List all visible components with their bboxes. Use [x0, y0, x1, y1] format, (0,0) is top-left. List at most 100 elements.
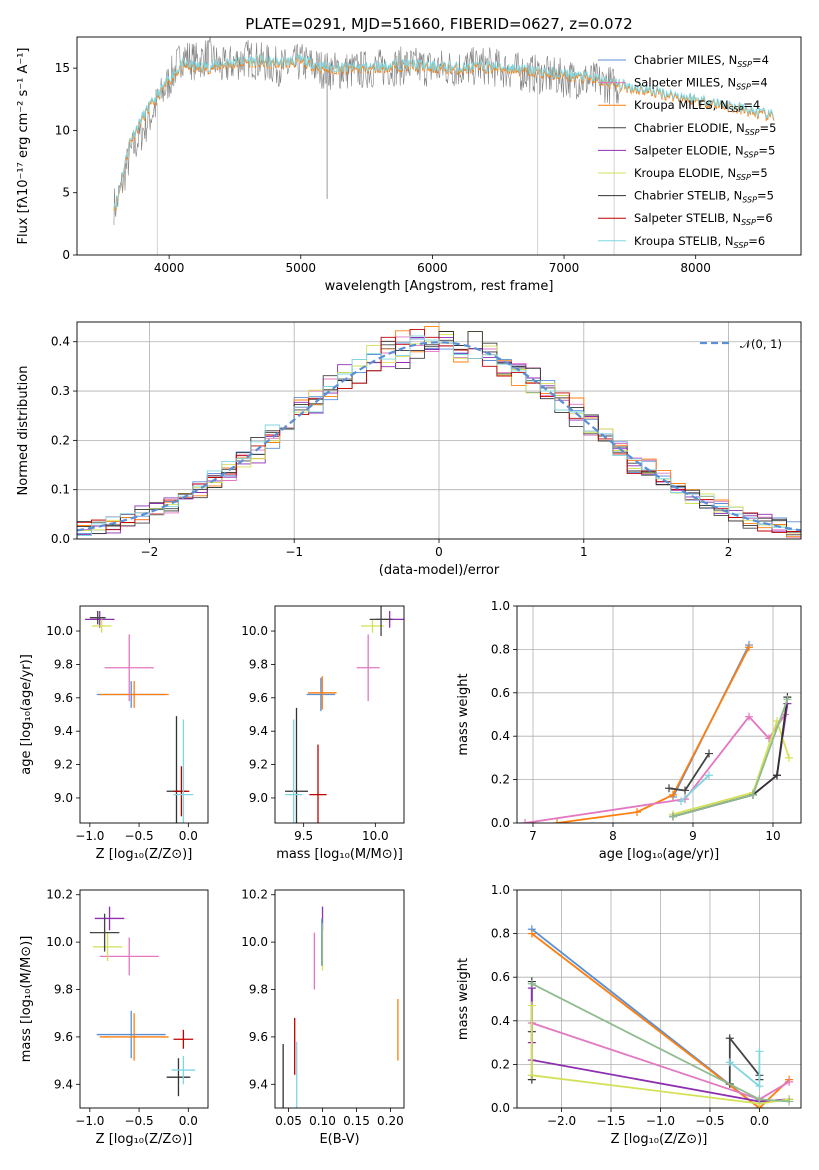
x-tick-label: 0.20 [377, 1114, 404, 1128]
y-tick-label: 9.4 [54, 724, 73, 738]
plot-area [517, 890, 801, 1108]
axes-frame [76, 36, 802, 256]
weight-marker [725, 1034, 734, 1043]
x-axis-label: Z [log₁₀(Z/Z⊙)] [611, 1132, 708, 1147]
y-tick-label: 9.6 [54, 1030, 73, 1044]
y-axis-label: mass [log₁₀(M/M⊙)] [19, 936, 34, 1063]
axes-frame [79, 605, 209, 824]
y-tick-label: 10.0 [241, 935, 268, 949]
axes-frame [274, 605, 405, 824]
weight-marker [669, 812, 677, 821]
x-tick-label: 0.0 [750, 1114, 769, 1128]
y-tick-label: 15 [55, 61, 70, 75]
x-tick-label: 0.15 [343, 1114, 370, 1128]
panel-mass-weight-vs-age: 7 8 9 10 0.0 0.2 0.4 0.6 0.8 1.0 age [log₁₀(age/yr… [456, 599, 802, 862]
weight-marker [725, 1058, 734, 1067]
legend: 𝒩(0, 1) [700, 337, 782, 351]
weight-marker [749, 790, 757, 799]
y-tick-label: 10.2 [241, 888, 268, 902]
y-tick-label: 0.8 [491, 642, 510, 656]
axes-frame [76, 321, 802, 540]
weight-marker [785, 1097, 794, 1106]
errorbar-point [99, 1013, 169, 1061]
weight-series-line [672, 718, 790, 816]
weight-series-line [668, 753, 710, 792]
x-tick-label: 10 [765, 829, 780, 843]
weight-series-line [728, 1035, 761, 1084]
x-axis-label: age [log₁₀(age/yr)] [599, 847, 720, 862]
y-tick-label: 9.2 [249, 758, 268, 772]
panel-mass-weight-vs-Z: −2.0 −1.5 −1.0 −0.5 0.0 0.0 0.2 0.4 0.6 0.8 1.0 Z [… [456, 883, 802, 1147]
errorbar-point [171, 1055, 196, 1085]
y-tick-label: 9.4 [249, 1077, 268, 1091]
errorbar-point [96, 1010, 166, 1059]
x-tick-label: 0.0 [179, 1114, 198, 1128]
x-axis-label: E(B-V) [319, 1132, 359, 1147]
x-tick-label: 7000 [549, 261, 580, 275]
y-tick-label: 9.6 [249, 691, 268, 705]
observed-spectrum-line [113, 37, 620, 226]
weight-marker [705, 771, 713, 780]
x-tick-label: 9.5 [294, 829, 313, 843]
y-tick-label: 0.0 [491, 1101, 510, 1115]
weight-series-line [680, 774, 710, 802]
errorbar-point [285, 707, 308, 823]
axes-frame [79, 889, 209, 1109]
panel-mass-vs-Z: −1.0 −0.5 0.0 9.4 9.6 9.8 10.0 10.2 Z [log₁₀(Z/Z… [19, 888, 209, 1147]
x-tick-label: −2 [141, 545, 159, 559]
legend-label: Salpeter ELODIE, NSSP=5 [634, 143, 775, 159]
x-tick-label: 4000 [154, 261, 185, 275]
y-tick-label: 10.0 [241, 624, 268, 638]
y-tick-label: 1.0 [491, 599, 510, 613]
x-tick-label: 1 [580, 545, 588, 559]
legend-label: Kroupa ELODIE, NSSP=5 [634, 166, 768, 182]
weight-marker [681, 786, 689, 795]
legend-label: Chabrier STELIB, NSSP=5 [634, 189, 774, 205]
axes-frame [516, 889, 802, 1109]
y-tick-label: 0.3 [51, 384, 70, 398]
legend-label: Salpeter MILES, NSSP=4 [634, 76, 768, 92]
x-axis-label: mass [log₁₀(M/M⊙)] [276, 847, 403, 862]
x-tick-label: 5000 [286, 261, 317, 275]
y-tick-label: 0.4 [51, 335, 70, 349]
x-tick-label: −1 [285, 545, 303, 559]
plot-area [285, 606, 404, 823]
x-tick-label: 8000 [680, 261, 711, 275]
y-tick-label: 9.6 [54, 691, 73, 705]
weight-marker [783, 695, 792, 704]
y-tick-label: 0 [62, 248, 70, 262]
weight-marker [785, 1077, 794, 1086]
plot-area [113, 37, 775, 255]
legend-label: 𝒩(0, 1) [740, 337, 782, 351]
y-tick-label: 0.1 [51, 483, 70, 497]
errorbar-point [166, 1058, 191, 1097]
plot-area [517, 606, 801, 823]
y-tick-label: 0.4 [491, 1014, 510, 1028]
panel-spectrum: 4000 5000 6000 7000 8000 0 5 10 15 wavelength [An… [16, 15, 802, 294]
weight-marker [773, 771, 781, 780]
y-tick-label: 1.0 [491, 883, 510, 897]
x-tick-label: −1.0 [75, 1114, 104, 1128]
y-tick-label: 10.2 [46, 888, 73, 902]
errorbar-point [369, 606, 393, 637]
y-tick-label: 9.8 [54, 983, 73, 997]
weight-series-line [531, 932, 790, 1108]
x-tick-label: 0.0 [179, 829, 198, 843]
weight-marker [521, 819, 529, 823]
weight-marker [527, 1071, 536, 1080]
y-axis-label: age [log₁₀(age/yr)] [19, 654, 34, 775]
errorbar-point [92, 932, 123, 962]
errorbar-point [91, 619, 112, 633]
y-axis-label: Flux [fλ10⁻¹⁷ erg cm⁻² s⁻¹ A⁻¹] [16, 48, 31, 245]
weight-series-line [556, 646, 750, 823]
weight-marker [755, 1047, 764, 1056]
weight-marker [705, 749, 713, 758]
y-tick-label: 10 [55, 123, 70, 137]
weight-marker [553, 819, 561, 823]
x-tick-label: −0.5 [695, 1114, 724, 1128]
y-tick-label: 0.0 [491, 816, 510, 830]
plot-area [89, 906, 196, 1097]
errorbar-point [356, 634, 380, 702]
panel-mass-vs-ebv: 0.05 0.10 0.15 0.20 9.4 9.6 9.8 10.0 10.2 E(B-V) [241, 888, 405, 1147]
